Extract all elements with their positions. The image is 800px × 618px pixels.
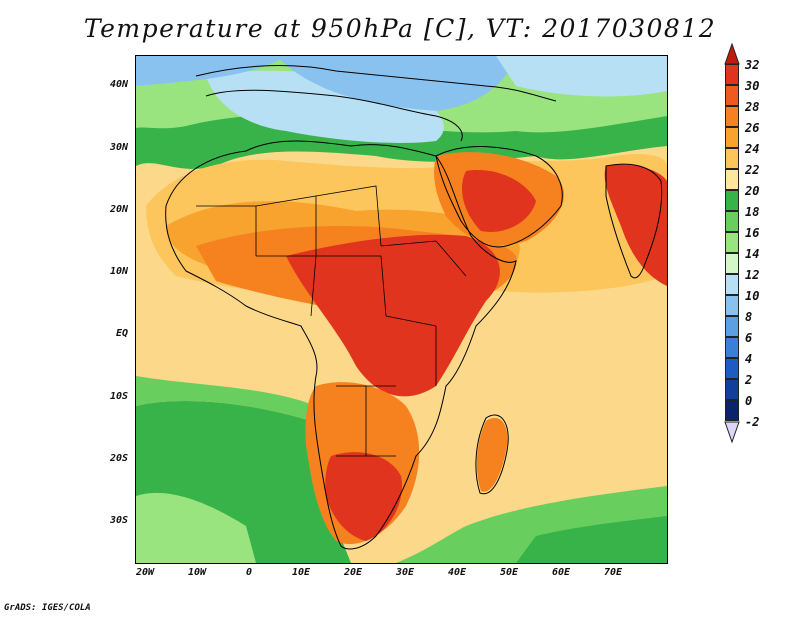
- colorbar-label: 32: [745, 58, 760, 72]
- colorbar-label: 14: [745, 247, 760, 261]
- colorbar-label: 28: [745, 100, 760, 114]
- lon-label-10w: 10W: [187, 567, 207, 578]
- madagascar-coastline: [475, 414, 509, 495]
- colorbar-box: [725, 211, 739, 232]
- colorbar-label: 12: [745, 268, 760, 282]
- colorbar-label: 0: [745, 394, 753, 408]
- colorbar: [725, 64, 739, 421]
- colorbar-label: 16: [745, 226, 760, 240]
- lon-label-60e: 60E: [551, 567, 571, 578]
- colorbar-box: [725, 232, 739, 253]
- lat-label-eq: EQ: [115, 328, 128, 339]
- lat-label-20n: 20N: [109, 204, 128, 215]
- europe-colder-zone: [136, 56, 286, 86]
- chart-title: Temperature at 950hPa [C], VT: 201703081…: [83, 14, 717, 43]
- colorbar-box: [725, 295, 739, 316]
- colorbar-label: 4: [745, 352, 753, 366]
- mediterranean-coastline: [205, 89, 463, 142]
- south-atlantic-light-zone: [136, 492, 256, 563]
- india-hot-zone: [604, 164, 667, 286]
- lat-label-30n: 30N: [109, 142, 128, 153]
- colorbar-label: 30: [745, 79, 760, 93]
- temperature-map: [136, 56, 667, 563]
- south-atlantic-mild-zone: [136, 376, 316, 421]
- arabia-hottest-zone: [461, 170, 536, 232]
- lat-label-20s: 20S: [109, 453, 128, 464]
- europe-cold-zone: [276, 56, 516, 111]
- colorbar-box: [725, 148, 739, 169]
- europe-coastline: [195, 65, 557, 102]
- lon-label-50e: 50E: [499, 567, 519, 578]
- east-africa-hottest-zone: [286, 234, 500, 397]
- grads-credit: GrADS: IGES/COLA: [4, 603, 91, 613]
- colorbar-label: 10: [745, 289, 760, 303]
- lon-label-0: 0: [245, 567, 253, 578]
- country-borders: [196, 185, 467, 457]
- lat-label-10n: 10N: [109, 266, 128, 277]
- colorbar-label: -2: [745, 415, 760, 429]
- colorbar-box: [725, 127, 739, 148]
- lon-label-20w: 20W: [135, 567, 155, 578]
- colorbar-box: [725, 400, 739, 421]
- colorbar-label: 24: [745, 142, 760, 156]
- colorbar-box: [725, 358, 739, 379]
- colorbar-box: [725, 253, 739, 274]
- lon-label-30e: 30E: [395, 567, 415, 578]
- lon-label-10e: 10E: [291, 567, 311, 578]
- lat-label-10s: 10S: [109, 391, 128, 402]
- colorbar-box: [725, 337, 739, 358]
- colorbar-box: [725, 106, 739, 127]
- colorbar-label: 2: [745, 373, 753, 387]
- lon-label-40e: 40E: [447, 567, 467, 578]
- madagascar-warm-zone: [476, 417, 508, 492]
- south-indian-green-zone: [516, 516, 667, 563]
- asia-cold-zone: [496, 56, 667, 97]
- lat-label-40n: 40N: [109, 79, 128, 90]
- lat-label-30s: 30S: [109, 515, 128, 526]
- southern-africa-hottest-zone: [325, 452, 402, 541]
- india-coastline: [605, 163, 663, 279]
- lon-label-70e: 70E: [603, 567, 623, 578]
- colorbar-box: [725, 190, 739, 211]
- colorbar-bottom-arrow: [724, 421, 740, 443]
- colorbar-box: [725, 316, 739, 337]
- colorbar-top-arrow: [724, 43, 740, 65]
- colorbar-label: 8: [745, 310, 753, 324]
- colorbar-label: 20: [745, 184, 760, 198]
- africa-coastline: [165, 140, 517, 550]
- colorbar-label: 22: [745, 163, 760, 177]
- lon-label-20e: 20E: [343, 567, 363, 578]
- colorbar-label: 6: [745, 331, 753, 345]
- colorbar-box: [725, 169, 739, 190]
- colorbar-box: [725, 64, 739, 85]
- colorbar-label: 18: [745, 205, 760, 219]
- arabia-coastline: [435, 146, 563, 248]
- colorbar-box: [725, 379, 739, 400]
- colorbar-box: [725, 274, 739, 295]
- map-plot-area: [135, 55, 668, 564]
- colorbar-label: 26: [745, 121, 760, 135]
- colorbar-box: [725, 85, 739, 106]
